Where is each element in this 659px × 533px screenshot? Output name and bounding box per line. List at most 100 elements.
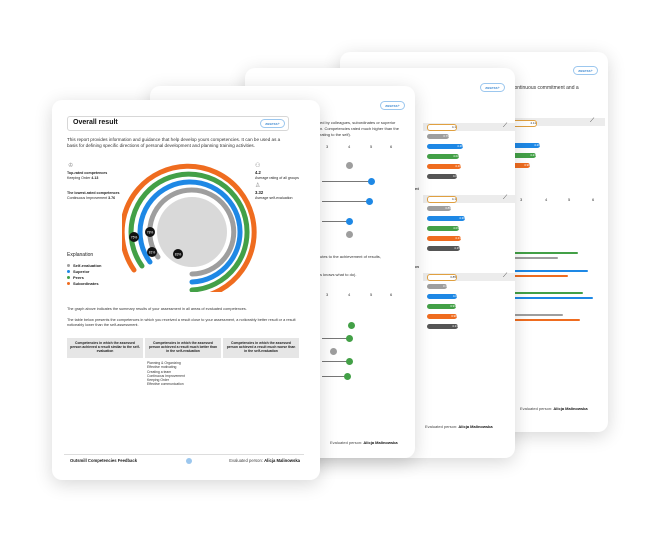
evaluated-person: Evaluated person: Alicja Malinowska: [425, 424, 493, 429]
score-pill: 4.13: [427, 236, 461, 241]
score-pill: 4.1: [427, 196, 457, 203]
evaluated-person: Evaluated person: Alicja Malinowska: [330, 440, 398, 445]
axis-tick: 6: [390, 144, 393, 149]
lowest-title: The lowest-rated competences: [67, 191, 120, 195]
score-pill: 4.0: [427, 174, 457, 179]
connector-line: [322, 376, 348, 377]
lowest-value: Continuous Improvement 3.76: [67, 196, 115, 200]
page-title: Overall result: [73, 119, 118, 126]
title-box: Overall result assess+: [67, 116, 289, 131]
intro-line: rating to the self).: [320, 132, 351, 137]
dot-self: [346, 231, 353, 238]
intro-text: This report provides information and gui…: [67, 137, 281, 148]
legend-label: Self-evaluation: [73, 263, 102, 268]
list-item: Continuous Improvement: [147, 373, 185, 378]
connector-line: [322, 338, 350, 339]
bar-self: [508, 314, 563, 316]
legend-label: Subordinates: [73, 281, 99, 286]
ring-badge: [129, 232, 139, 242]
person-name: Alicja Malinowska: [363, 440, 398, 445]
person-name: Alicja Malinowska: [264, 458, 300, 463]
person-name: Alicja Malinowska: [553, 406, 588, 411]
dot-peers: [346, 358, 353, 365]
score-value: 4.36: [459, 216, 465, 220]
axis-tick: 3: [326, 144, 329, 149]
score-value: 3.96: [451, 314, 457, 318]
score-pill: 3.96: [510, 163, 530, 168]
list-item: Keeping Order: [147, 378, 170, 383]
score-value: 4.13: [455, 236, 461, 240]
table-header-worse: Competencies in which the assessed perso…: [223, 338, 299, 358]
score-pill: 4.1: [427, 124, 457, 131]
evaluated-person: Evaluated person: Alicja Malinowska: [520, 406, 588, 411]
section-band: [423, 123, 515, 131]
evaluated-person: Evaluated person: Alicja Malinowska: [229, 458, 300, 463]
footer-logo-dot: [186, 458, 192, 464]
footer-prefix: Evaluated person:: [425, 424, 458, 429]
legend-superior: Superior: [67, 269, 89, 274]
score-pill: 3.4: [427, 284, 447, 289]
group-icon: ⚇: [255, 163, 261, 169]
legend-self: Self-evaluation: [67, 263, 101, 268]
bar-superior: [508, 297, 593, 299]
person-icon: ♙: [255, 183, 261, 189]
dot-self: [330, 348, 337, 355]
top-rated-label: Top-rated competences: [67, 171, 107, 175]
axis-tick: 4: [545, 197, 548, 202]
score-pill: 4.16: [427, 164, 461, 169]
section-band: [423, 273, 515, 281]
connector-line: [322, 221, 350, 222]
score-value: 4.1: [451, 125, 456, 129]
dot-superior: [346, 218, 353, 225]
ring-badge-label: 78%: [147, 231, 154, 235]
score-value: 4.0: [452, 294, 457, 298]
score-pill: 3.79: [427, 134, 449, 139]
axis-tick: 5: [568, 197, 571, 202]
axis-tick: 4: [348, 292, 351, 297]
trend-icon: ⟋: [503, 123, 508, 129]
axis-tick: 3: [326, 292, 329, 297]
top-rated-score: 4.13: [91, 176, 99, 180]
footer-prefix: Evaluated person:: [330, 440, 363, 445]
axis-tick: 4: [348, 144, 351, 149]
score-value: 3.89: [445, 206, 451, 210]
dot-superior: [368, 178, 375, 185]
score-pill: 4.15: [427, 246, 460, 251]
score-value: 4.16: [455, 164, 461, 168]
ring-badge: [145, 227, 155, 237]
table-intro-paragraph: The table below presents the competences…: [67, 318, 296, 327]
better-list: Planning & Organizing Effective motivati…: [147, 361, 185, 387]
score-value: 4.21: [530, 153, 536, 157]
bar-self: [508, 257, 558, 259]
score-value: 3.96: [524, 163, 530, 167]
connector-line: [322, 201, 370, 202]
top-rated-competence: Keeping Order: [67, 176, 91, 180]
score-pill: 4.21: [510, 153, 536, 158]
list-item: Effective motivating: [147, 365, 177, 370]
avg-self-value: 3.32: [255, 190, 264, 195]
score-pill: 3.85: [427, 274, 457, 281]
summary-paragraph: The graph above indicates the summary re…: [67, 307, 247, 311]
bar-peers: [508, 252, 578, 254]
row-label: nt: [415, 186, 419, 191]
trend-icon: ⟋: [590, 118, 595, 124]
footer-prefix: Evaluated person:: [520, 406, 553, 411]
score-value: 4.02: [453, 154, 459, 158]
mid-text: utes to the achievement of results,: [320, 254, 381, 259]
explanation-title: Explanation: [67, 252, 94, 258]
section-band: [505, 118, 605, 126]
ring-superior: [137, 179, 243, 285]
ring-self: [147, 187, 237, 277]
connector-line: [322, 181, 372, 182]
logo-badge: assess+: [480, 83, 505, 92]
score-value: 3.79: [443, 134, 449, 138]
score-value: 4.1: [451, 197, 456, 201]
ring-badge-label: 83%: [175, 253, 182, 257]
avg-all-value: 4.2: [255, 170, 261, 175]
axis-tick: 6: [390, 292, 393, 297]
bar-peers: [508, 292, 583, 294]
score-pill: 4.13: [427, 324, 458, 329]
trophy-icon: ♔: [68, 163, 74, 169]
score-value: 4.0: [452, 174, 457, 178]
logo-badge: assess+: [380, 101, 405, 110]
